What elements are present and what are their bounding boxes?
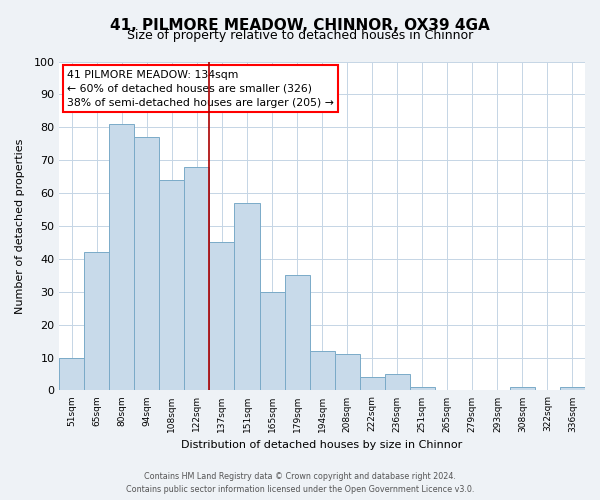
Text: Size of property relative to detached houses in Chinnor: Size of property relative to detached ho… <box>127 29 473 42</box>
Text: 41, PILMORE MEADOW, CHINNOR, OX39 4GA: 41, PILMORE MEADOW, CHINNOR, OX39 4GA <box>110 18 490 32</box>
Bar <box>359 378 385 390</box>
Bar <box>235 203 260 390</box>
Bar <box>134 137 160 390</box>
Text: Contains HM Land Registry data © Crown copyright and database right 2024.
Contai: Contains HM Land Registry data © Crown c… <box>126 472 474 494</box>
Bar <box>510 387 535 390</box>
X-axis label: Distribution of detached houses by size in Chinnor: Distribution of detached houses by size … <box>181 440 463 450</box>
Bar <box>260 292 284 390</box>
Bar <box>335 354 359 391</box>
Bar <box>385 374 410 390</box>
Bar <box>310 351 335 391</box>
Bar <box>160 180 184 390</box>
Bar <box>184 167 209 390</box>
Text: 41 PILMORE MEADOW: 134sqm
← 60% of detached houses are smaller (326)
38% of semi: 41 PILMORE MEADOW: 134sqm ← 60% of detac… <box>67 70 334 108</box>
Bar <box>560 387 585 390</box>
Bar <box>209 242 235 390</box>
Bar <box>410 387 435 390</box>
Y-axis label: Number of detached properties: Number of detached properties <box>15 138 25 314</box>
Bar <box>109 124 134 390</box>
Bar <box>84 252 109 390</box>
Bar <box>59 358 84 390</box>
Bar <box>284 276 310 390</box>
